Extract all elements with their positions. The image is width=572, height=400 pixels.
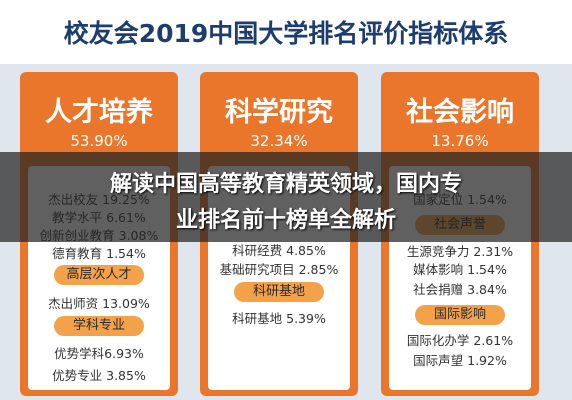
column-title: 社会影响 <box>406 97 514 128</box>
indicator: 优势专业 3.85% <box>52 368 146 383</box>
header-title: 校友会2019中国大学排名评价指标体系 <box>63 19 509 48</box>
column-percent: 53.90% <box>70 132 128 150</box>
indicator: 国际化办学 2.61% <box>406 333 514 348</box>
group-label: 科研基地 <box>234 282 324 302</box>
group-label: 高层次人才 <box>54 265 144 285</box>
indicator: 科研经费 4.85% <box>232 243 326 258</box>
group-label: 国际影响 <box>415 305 505 325</box>
indicator: 社会捐赠 3.84% <box>413 282 507 297</box>
indicator: 国际声望 1.92% <box>413 353 507 368</box>
column-percent: 32.34% <box>250 132 308 150</box>
header <box>0 0 572 64</box>
indicator: 基础研究项目 2.85% <box>219 262 339 277</box>
indicator: 杰出师资 13.09% <box>48 296 150 311</box>
indicator: 媒体影响 1.54% <box>413 262 507 277</box>
indicator: 生源竞争力 2.31% <box>406 244 514 259</box>
group-label: 学科专业 <box>54 316 144 336</box>
column-percent: 13.76% <box>431 132 489 150</box>
column-title: 科学研究 <box>225 97 333 128</box>
column-title: 人才培养 <box>45 97 153 128</box>
overlay-text: 解读中国高等教育精英领域，国内专 <box>109 172 462 197</box>
overlay-band <box>0 152 572 242</box>
indicator: 优势学科6.93% <box>54 346 144 361</box>
indicator: 德育教育 1.54% <box>52 246 146 261</box>
indicator: 科研基地 5.39% <box>232 311 326 326</box>
overlay-text: 业排名前十榜单全解析 <box>175 208 396 233</box>
